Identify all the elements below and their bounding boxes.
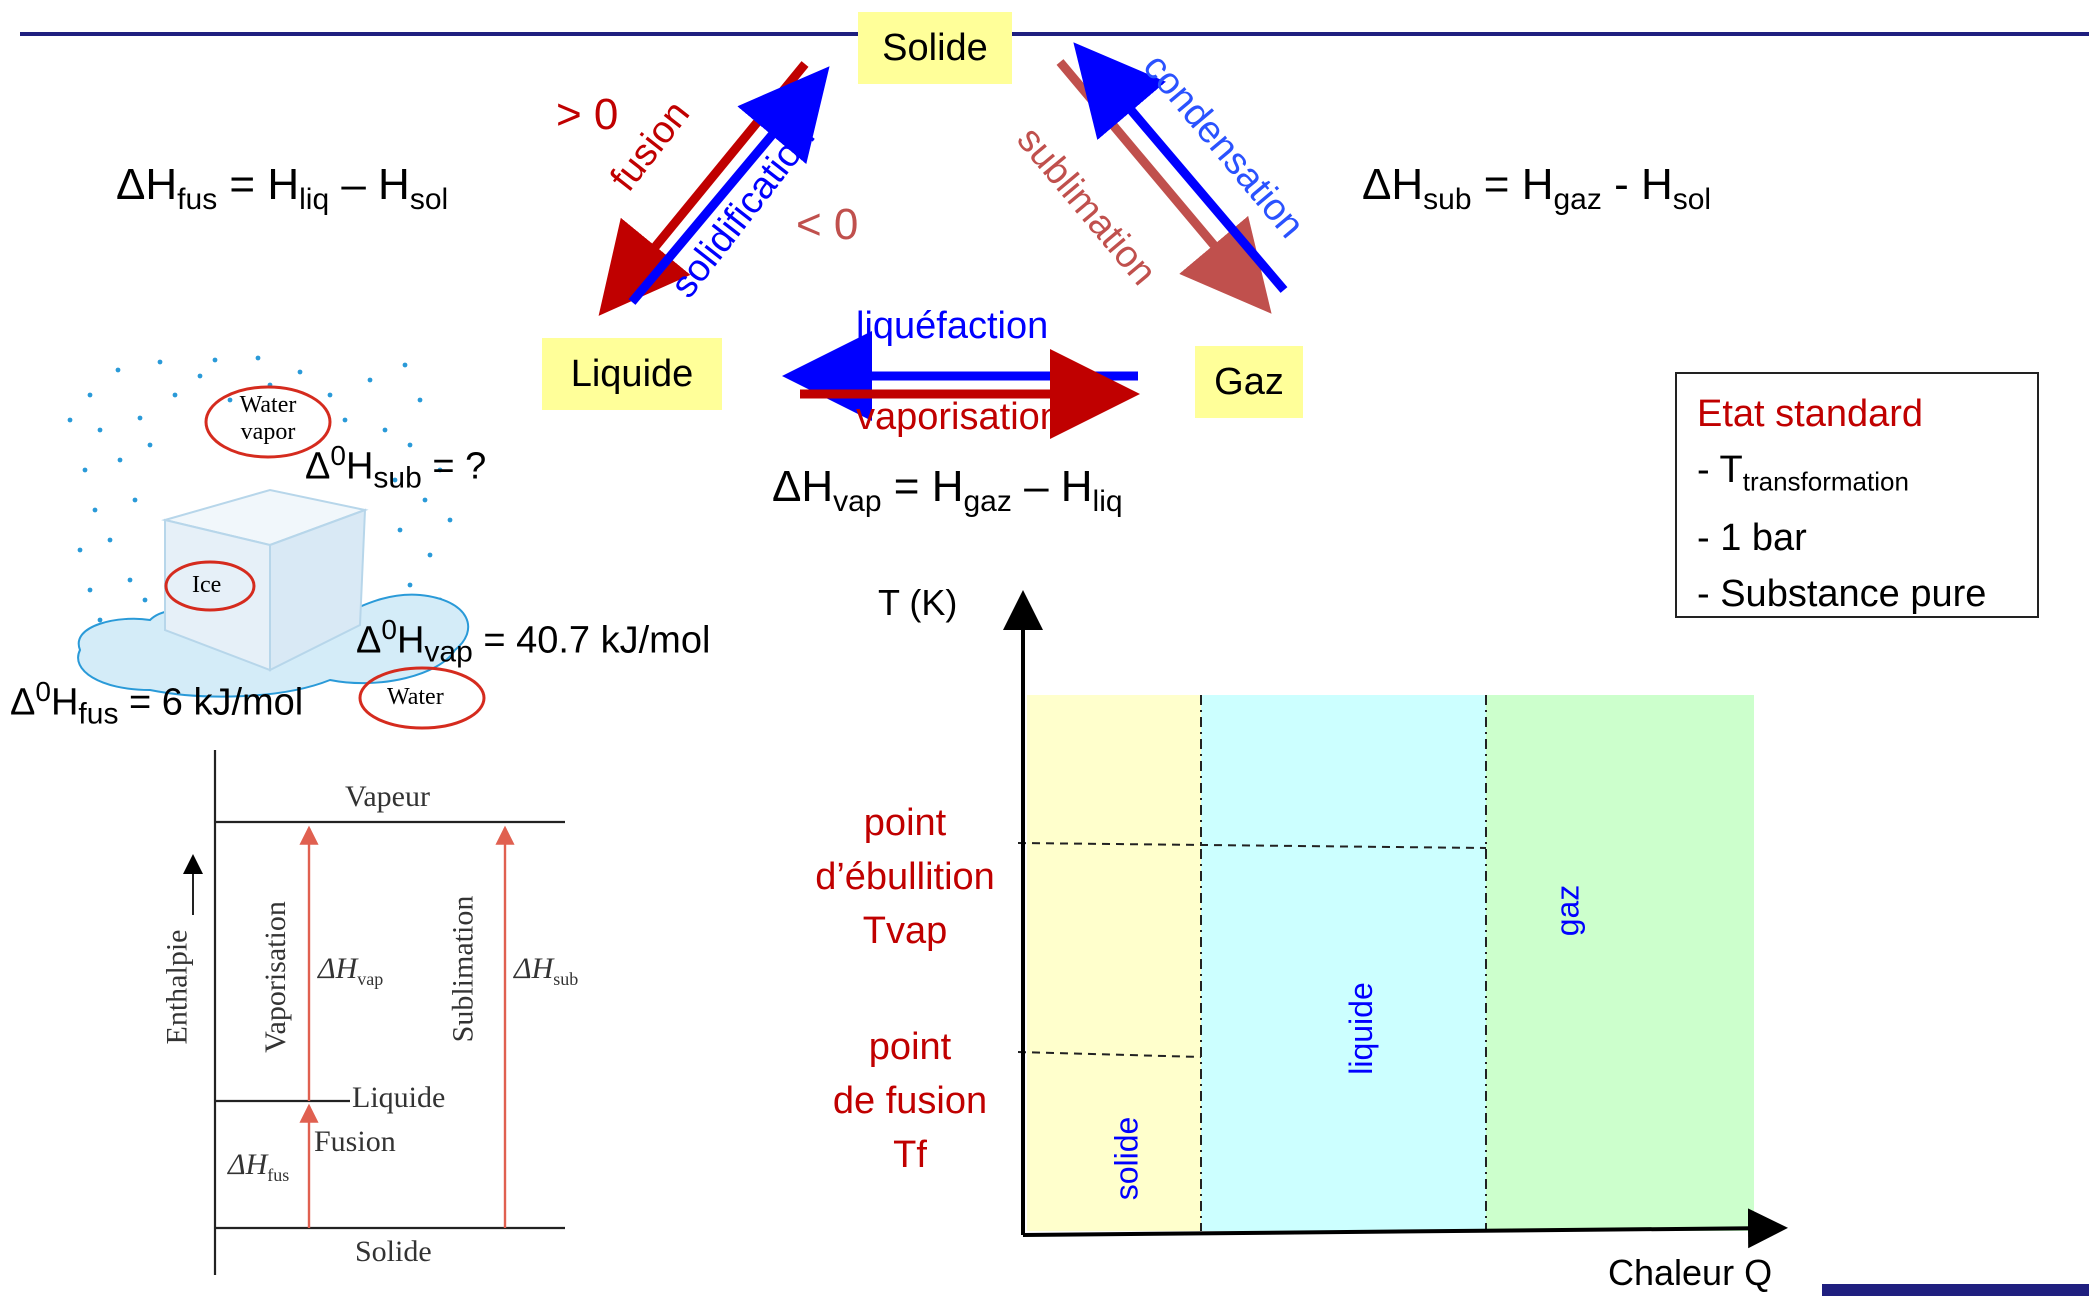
standard-state-box: Etat standard - Ttransformation - 1 bar … <box>1675 372 2039 618</box>
enthalpy-vaporisation-label: Vaporisation <box>259 901 293 1053</box>
region-liquide <box>1201 695 1486 1231</box>
boiling-point-label: point d’ébullition Tvap <box>780 796 1030 958</box>
liquefaction-label: liquéfaction <box>856 305 1048 348</box>
enthalpy-fusion-label: Fusion <box>314 1125 396 1159</box>
region-label-solide: solide <box>1108 1117 1145 1201</box>
region-label-liquide: liquide <box>1343 982 1380 1075</box>
state-box-gaz: Gaz <box>1195 346 1303 418</box>
delta-h-vap-label: ΔHvap <box>318 952 383 990</box>
standard-state-pressure: - 1 bar <box>1697 510 2017 566</box>
melting-point-label: point de fusion Tf <box>790 1020 1030 1182</box>
delta-h-fus-label: ΔHfus <box>228 1148 289 1186</box>
equation-sublimation: ΔHsub = Hgaz - Hsol <box>1362 160 1711 217</box>
enthalpy-liquide-label: Liquide <box>352 1081 445 1115</box>
equation-vaporisation: ΔHvap = Hgaz – Hliq <box>772 462 1123 519</box>
state-box-solide: Solide <box>858 12 1012 84</box>
solidification-sign: < 0 <box>796 200 858 250</box>
delta-h-sub-label: ΔHsub <box>514 952 578 990</box>
chart-x-axis-label: Chaleur Q <box>1608 1252 1772 1294</box>
water-vapor-text: Water vapor <box>231 392 305 446</box>
enthalpy-sublimation-label: Sublimation <box>446 896 480 1043</box>
standard-state-purity: - Substance pure <box>1697 566 2017 622</box>
standard-state-temperature: - Ttransformation <box>1697 442 2017 510</box>
standard-state-title: Etat standard <box>1697 386 2017 442</box>
enthalpy-axis-label: Enthalpie <box>160 930 194 1045</box>
enthalpy-solide-label: Solide <box>355 1235 432 1269</box>
state-box-liquide: Liquide <box>542 338 722 410</box>
ice-text: Ice <box>192 572 221 599</box>
bottom-bar <box>1822 1284 2089 1296</box>
vaporisation-label: vaporisation <box>856 396 1061 439</box>
equation-fusion: ΔHfus = Hliq – Hsol <box>116 160 448 217</box>
region-gaz <box>1486 695 1754 1231</box>
fusion-sign: > 0 <box>556 90 618 140</box>
vaporisation-enthalpy-value: Δ0Hvap = 40.7 kJ/mol <box>356 614 710 669</box>
region-label-gaz: gaz <box>1549 885 1586 937</box>
sublimation-enthalpy-value: Δ0Hsub = ? <box>305 440 486 495</box>
chart-y-axis-label: T (K) <box>878 582 957 624</box>
enthalpy-vapeur-label: Vapeur <box>345 780 430 814</box>
water-text: Water <box>387 684 444 711</box>
fusion-enthalpy-value: Δ0Hfus = 6 kJ/mol <box>10 676 303 731</box>
